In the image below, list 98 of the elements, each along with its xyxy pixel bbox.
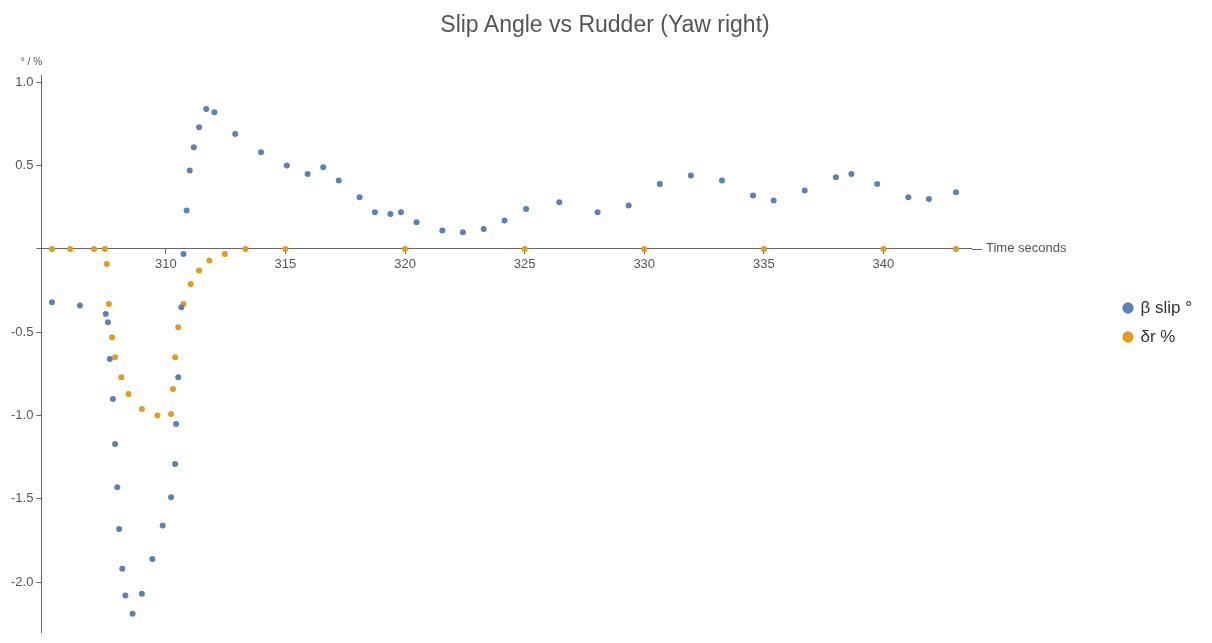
y-tick-label: 1.0 [15,73,34,89]
point [109,395,116,402]
point [556,199,563,206]
point [186,167,193,174]
point [122,592,129,599]
point [832,174,839,181]
point [196,267,203,274]
point [172,460,179,467]
point [154,412,161,419]
x-tick-label: 340 [872,256,895,272]
x-tick-label: 315 [274,256,297,272]
point [211,109,218,116]
point [114,484,121,491]
point [387,210,394,217]
x-tick-label: 320 [394,256,416,272]
point [104,319,111,326]
point [718,177,725,184]
y-tick-label: -2.0 [10,573,34,589]
point [118,374,125,381]
point [501,217,508,224]
point [175,324,182,331]
point [232,130,239,137]
x-tick-label: 325 [513,256,536,272]
point [750,192,757,199]
point [687,172,694,179]
point [413,219,420,226]
point [480,225,487,232]
y-tick-label: -1.0 [10,407,34,423]
point [103,260,110,267]
x-axis-title: Time seconds [985,240,1067,256]
point [187,280,194,287]
point [594,209,601,216]
point [206,257,213,264]
point [335,177,342,184]
point [168,410,175,417]
point [159,522,166,529]
point [320,164,327,171]
point [125,390,132,397]
legend-label: δr % [1140,326,1176,346]
point [180,250,187,257]
point [221,250,228,257]
point [371,209,378,216]
point [169,385,176,392]
point [196,124,203,131]
y-tick-label: -1.5 [10,490,34,506]
point [102,310,109,317]
point [459,229,466,236]
y-tick-label: 0.5 [15,157,34,173]
point [105,300,112,307]
x-tick-label: 310 [154,256,177,272]
point [203,105,210,112]
point [397,209,404,216]
point [190,144,197,151]
point [112,354,119,361]
point [952,189,959,196]
point [91,245,98,252]
point [138,590,145,597]
point [304,170,311,177]
point [952,245,959,252]
point [258,149,265,156]
point [178,304,185,311]
point [242,245,249,252]
point [283,162,290,169]
legend-label: β slip ° [1140,297,1192,317]
point [119,565,126,572]
point [76,302,83,309]
point [770,197,777,204]
point [48,299,55,306]
point [67,245,74,252]
point [129,610,136,617]
point [625,202,632,209]
point [173,420,180,427]
point [108,334,115,341]
point [523,205,530,212]
point [925,195,932,202]
point [116,525,123,532]
point [172,354,179,361]
point [175,374,182,381]
chart-title: Slip Angle vs Rudder (Yaw right) [440,11,770,38]
point [112,440,119,447]
point [48,245,55,252]
point [801,187,808,194]
point [149,555,156,562]
x-tick-label: 335 [753,256,775,272]
point [138,405,145,412]
point [874,180,881,187]
point [439,227,446,234]
point [356,194,363,201]
point [848,170,855,177]
point [101,245,108,252]
point [168,494,175,501]
point [656,180,663,187]
point [905,194,912,201]
y-tick-label: -0.5 [10,323,34,339]
y-axis-title: ° / % [20,56,43,68]
point [183,207,190,214]
x-tick-label: 330 [633,256,656,272]
point [106,355,113,362]
